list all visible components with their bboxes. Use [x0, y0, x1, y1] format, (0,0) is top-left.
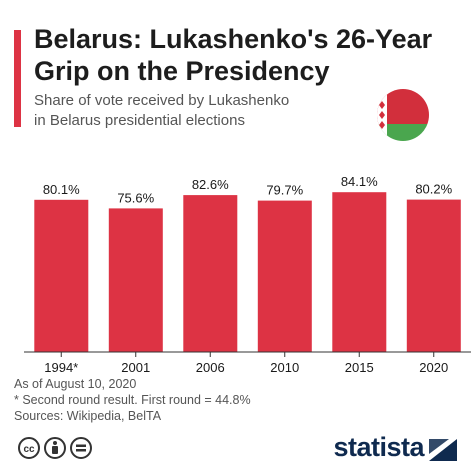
note-second-round: * Second round result. First round = 44.…	[14, 393, 251, 407]
title-line-2: Grip on the Presidency	[34, 56, 330, 86]
bar-2006	[183, 195, 238, 352]
x-tick-label: 2020	[419, 360, 448, 372]
bar-chart: 80.1% 1994* 75.6% 2001 82.6% 2006 79.7% 2010 84.…	[24, 174, 471, 372]
accent-bar	[14, 30, 21, 127]
subtitle-line-1: Share of vote received by Lukashenko	[34, 92, 290, 109]
data-label: 80.2%	[415, 182, 452, 197]
statista-logo-text: statista	[333, 432, 424, 462]
data-label: 84.1%	[341, 174, 378, 189]
footer: cc statista	[0, 426, 474, 474]
note-date: As of August 10, 2020	[14, 377, 137, 391]
statista-logo-icon	[429, 439, 457, 461]
chart-title: Belarus: Lukashenko's 26-Year Grip on th…	[34, 23, 434, 87]
equals-icon	[70, 437, 92, 459]
data-label: 79.7%	[266, 183, 303, 198]
cc-icon: cc	[18, 437, 40, 459]
title-line-1: Belarus: Lukashenko's 26-Year	[34, 24, 433, 54]
subtitle-line-2: in Belarus presidential elections	[34, 112, 245, 129]
belarus-flag-icon	[377, 89, 429, 141]
note-sources: Sources: Wikipedia, BelTA	[14, 409, 162, 423]
bar-2010	[257, 200, 312, 352]
bar-2020	[406, 199, 461, 352]
bar-1994	[34, 199, 89, 352]
x-tick-label: 1994*	[44, 360, 78, 372]
bar-2015	[332, 192, 387, 352]
svg-text:cc: cc	[23, 444, 35, 455]
chart-notes: As of August 10, 2020 * Second round res…	[14, 376, 251, 424]
x-tick-label: 2001	[121, 360, 150, 372]
x-tick-label: 2015	[345, 360, 374, 372]
license-icons: cc	[18, 437, 92, 459]
bar-2001	[108, 208, 163, 352]
data-label: 80.1%	[43, 182, 80, 197]
chart-subtitle: Share of vote received by Lukashenko in …	[34, 91, 364, 131]
data-label: 82.6%	[192, 177, 229, 192]
x-tick-label: 2006	[196, 360, 225, 372]
data-label: 75.6%	[117, 190, 154, 205]
x-tick-label: 2010	[270, 360, 299, 372]
by-icon	[44, 437, 66, 459]
